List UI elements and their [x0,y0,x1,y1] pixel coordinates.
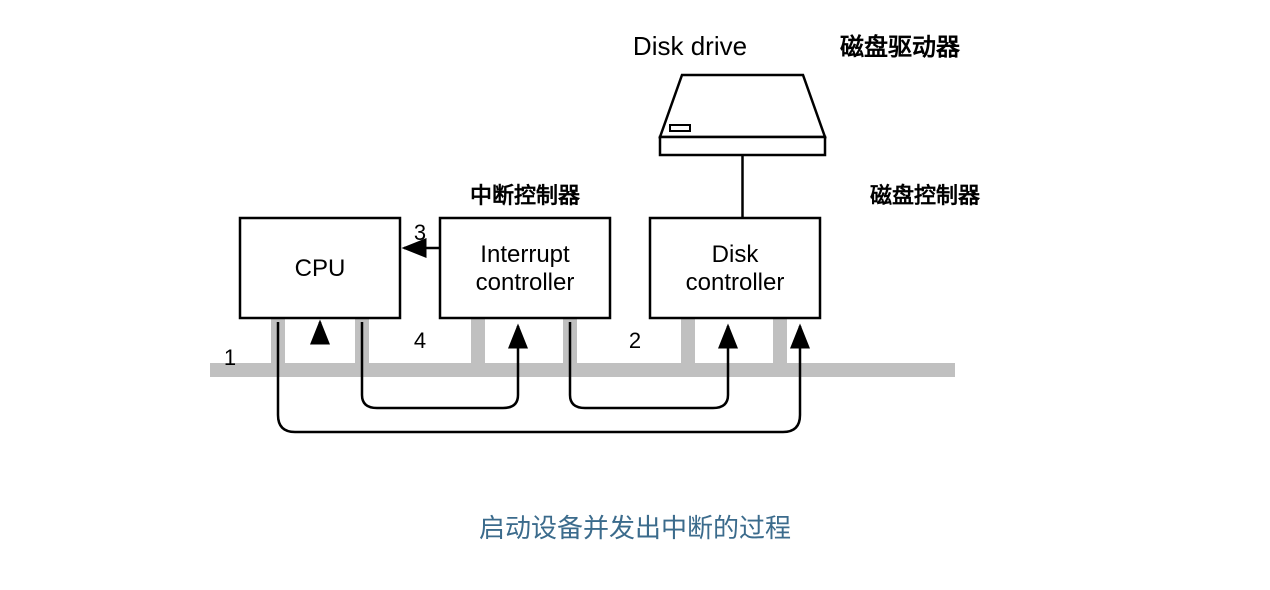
svg-text:中断控制器: 中断控制器 [470,183,581,208]
bus [210,318,955,377]
svg-text:Disk drive: Disk drive [633,31,747,61]
disk-drive [660,75,825,218]
svg-text:磁盘控制器: 磁盘控制器 [870,183,981,208]
svg-text:1: 1 [224,345,236,370]
caption: 启动设备并发出中断的过程 [479,508,791,545]
svg-text:4: 4 [414,328,426,353]
boxes: CPUInterruptcontrollerDiskcontroller [240,218,820,318]
svg-text:Interrupt: Interrupt [480,241,570,268]
svg-text:controller: controller [686,269,785,296]
svg-text:2: 2 [629,328,641,353]
svg-text:controller: controller [476,269,575,296]
svg-text:Disk: Disk [712,241,760,268]
interrupt-diagram: CPUInterruptcontrollerDiskcontroller Dis… [0,0,1270,590]
svg-text:磁盘驱动器: 磁盘驱动器 [840,33,961,61]
svg-text:CPU: CPU [295,255,346,282]
svg-text:3: 3 [414,220,426,245]
